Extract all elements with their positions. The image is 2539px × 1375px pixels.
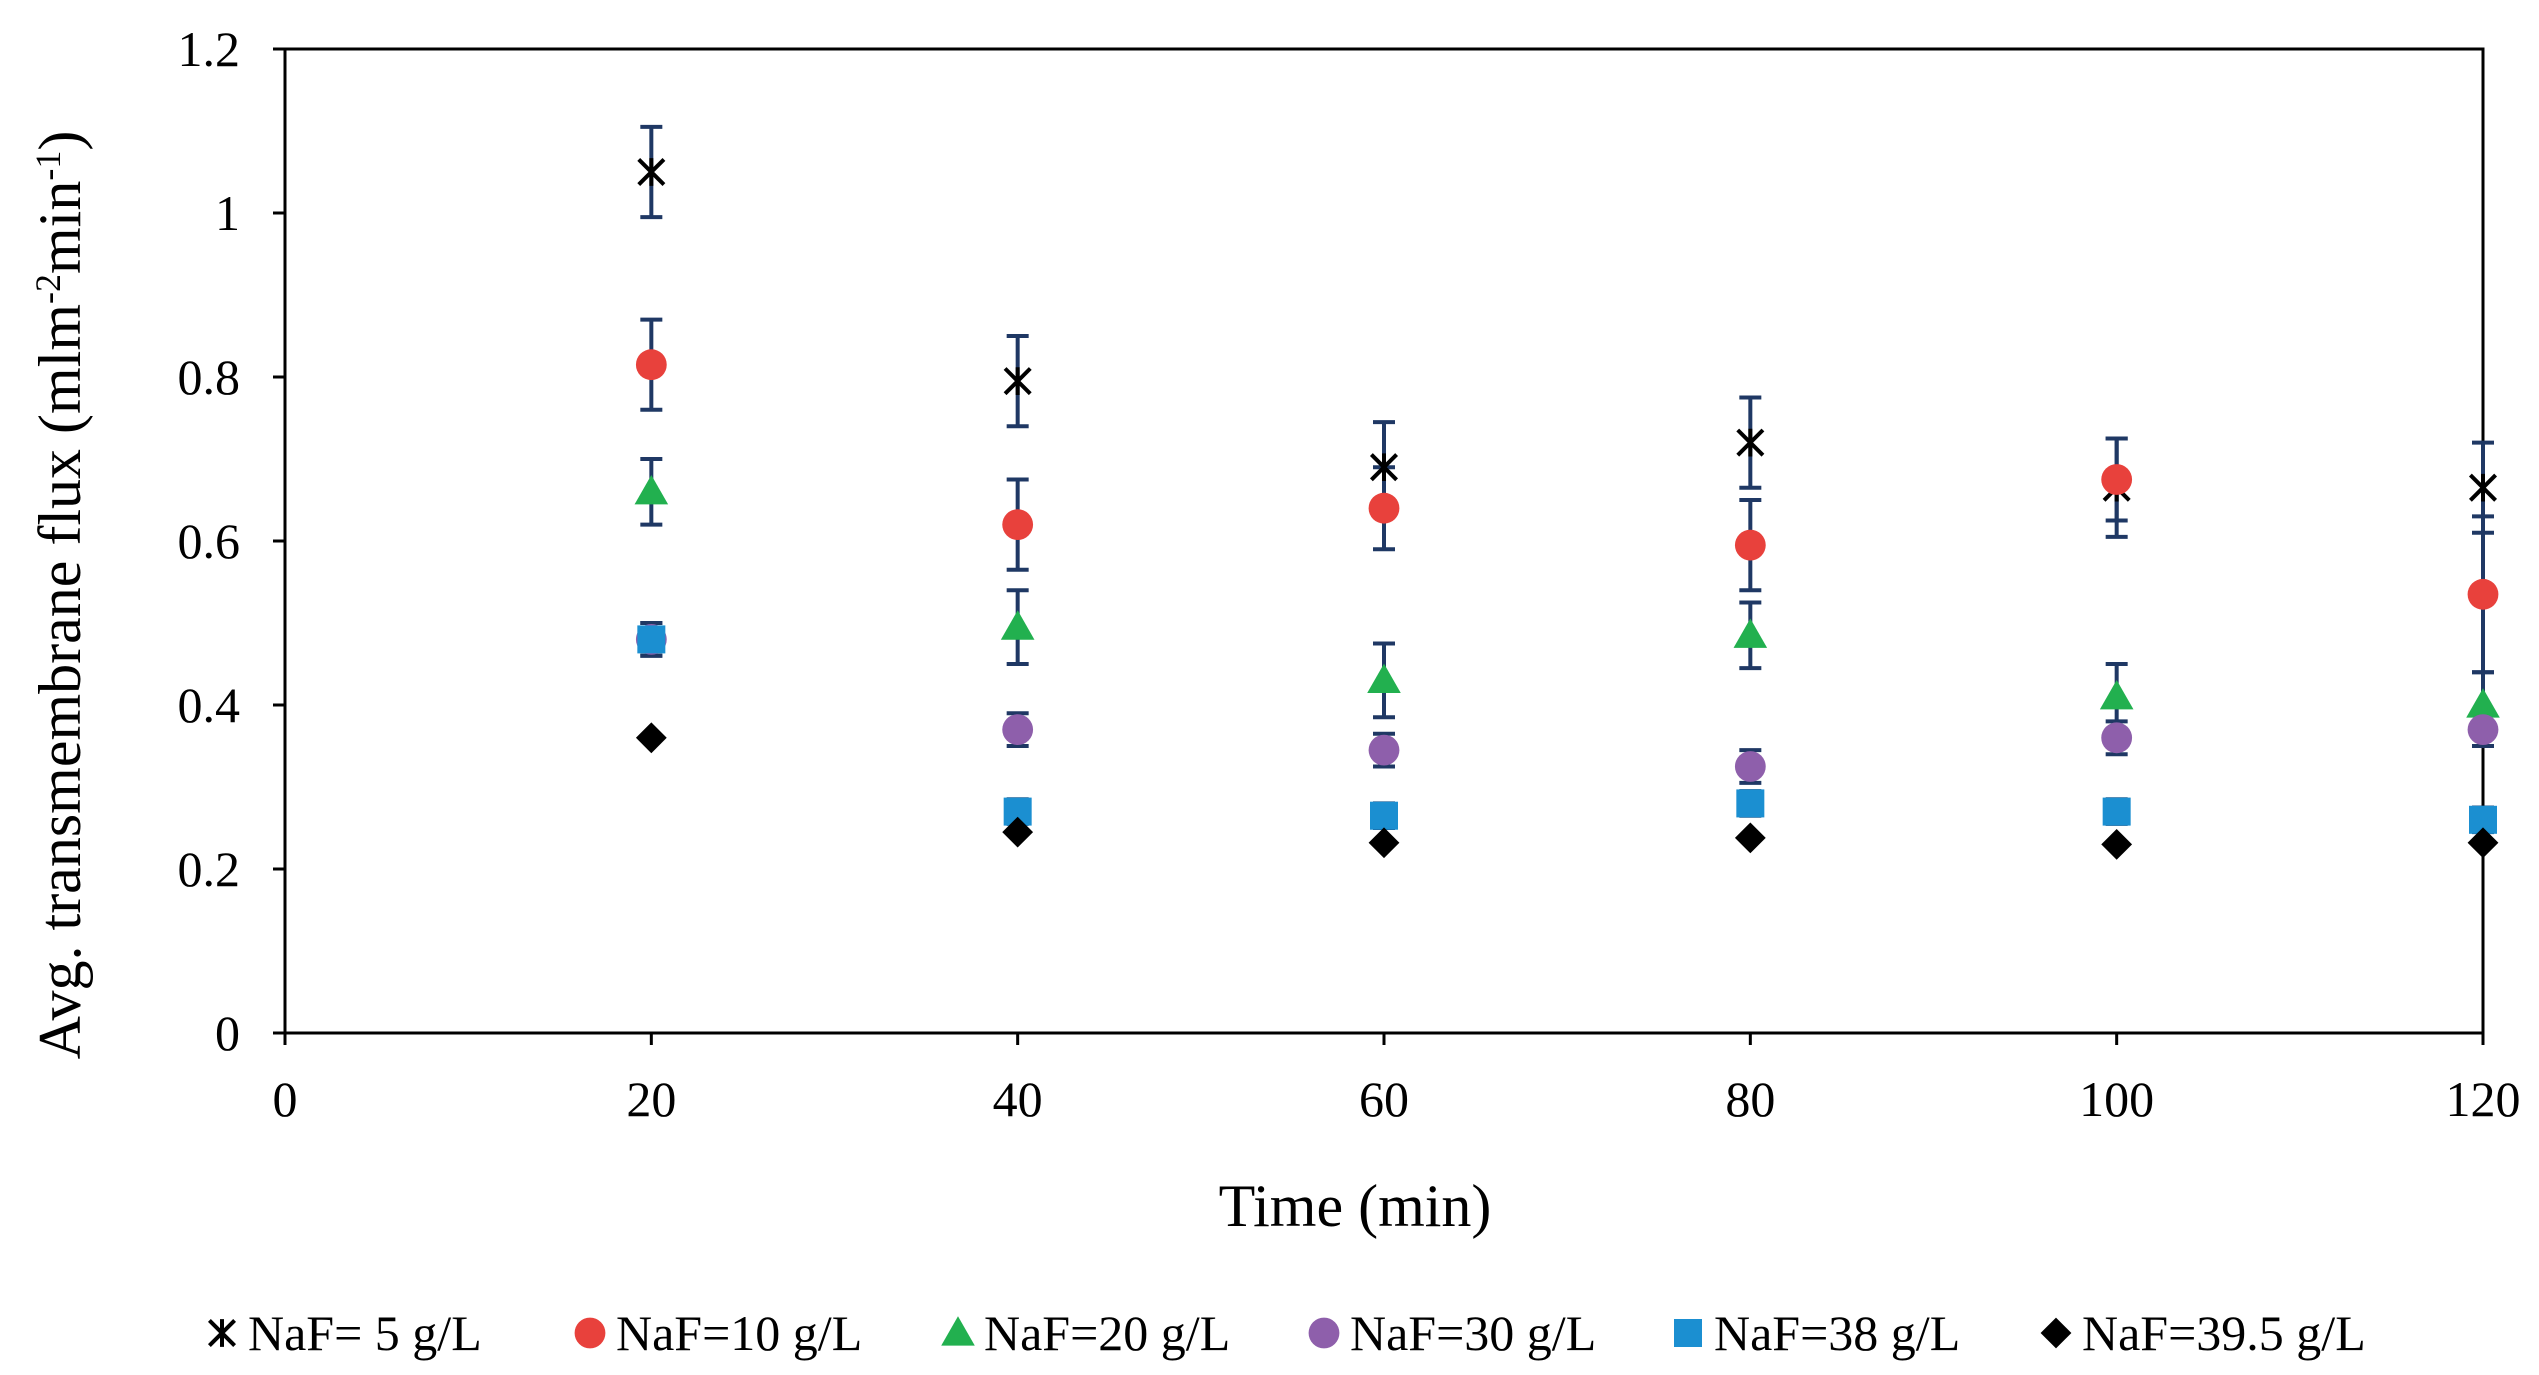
y-axis-title: Avg. transmembrane flux (mlm-2min-1) [27,131,93,1060]
data-point [1734,529,1766,561]
y-tick-label: 0 [215,1005,240,1061]
y-axis-title-sup1: -2 [28,274,68,304]
y-tick-label: 0.4 [178,677,241,733]
data-point [2099,680,2134,710]
legend-marker [207,1318,237,1348]
data-point [637,625,666,654]
data-point [1367,663,1401,693]
y-axis-title-main: Avg. transmembrane flux (mlm [27,304,93,1059]
x-tick-label: 60 [1359,1071,1409,1127]
y-tick-label: 1.2 [178,21,241,77]
data-point [637,157,666,187]
data-point [1736,428,1765,457]
data-point [635,349,667,381]
data-point [1368,734,1400,766]
data-point [2468,473,2498,502]
y-tick-label: 1 [215,185,240,241]
data-point [1000,610,1035,640]
data-point [2102,797,2131,826]
y-axis-ticks: 0 0.2 0.4 0.6 0.8 1 1.2 [178,21,285,1061]
x-tick-label: 40 [993,1071,1043,1127]
y-tick-label: 0.2 [178,841,241,897]
x-axis-title: Time (min) [1219,1173,1492,1239]
data-point [1002,816,1034,848]
data-point [2466,688,2500,718]
legend-label: NaF= 5 g/L [248,1305,482,1361]
x-axis-ticks: 0 20 40 60 80 100 120 [273,1033,2521,1127]
x-tick-label: 80 [1725,1071,1775,1127]
y-tick-label: 0.8 [178,349,241,405]
data-point [2467,578,2499,610]
x-tick-label: 120 [2446,1071,2521,1127]
data-points [634,157,2500,860]
data-point [1370,801,1398,830]
legend-label: NaF=10 g/L [616,1305,862,1361]
x-tick-label: 20 [626,1071,676,1127]
legend-marker [1308,1317,1340,1349]
data-point [1369,453,1399,482]
legend-marker [941,1316,975,1346]
x-tick-label: 100 [2079,1071,2154,1127]
legend-marker [574,1317,606,1349]
data-point [2101,829,2133,860]
data-point [1368,827,1400,859]
legend-marker [1674,1319,1702,1347]
legend-label: NaF=38 g/L [1714,1305,1960,1361]
legend: NaF= 5 g/L NaF=10 g/L NaF=20 g/L NaF=30 g/L… [207,1305,2366,1361]
legend-label: NaF=30 g/L [1350,1305,1596,1361]
legend-label: NaF=39.5 g/L [2082,1305,2366,1361]
data-point [2467,827,2499,859]
data-point [1368,492,1400,524]
data-point [2101,464,2133,495]
y-axis-title-mid: min [27,181,93,274]
y-axis-title-sup2: -1 [28,151,68,181]
data-point [635,722,667,754]
data-point [1736,789,1765,818]
legend-marker [2040,1317,2072,1349]
data-point [1733,618,1768,648]
y-tick-label: 0.6 [178,513,241,569]
y-axis-title-close: ) [27,131,93,151]
data-point [634,475,669,505]
data-point [1002,714,1034,745]
data-point [2467,714,2499,745]
x-tick-label: 0 [273,1071,298,1127]
legend-label: NaF=20 g/L [984,1305,1230,1361]
data-point [1734,822,1766,854]
data-point [1734,751,1766,782]
data-point [1003,367,1032,396]
data-point [1002,509,1034,540]
data-point [2101,722,2133,754]
